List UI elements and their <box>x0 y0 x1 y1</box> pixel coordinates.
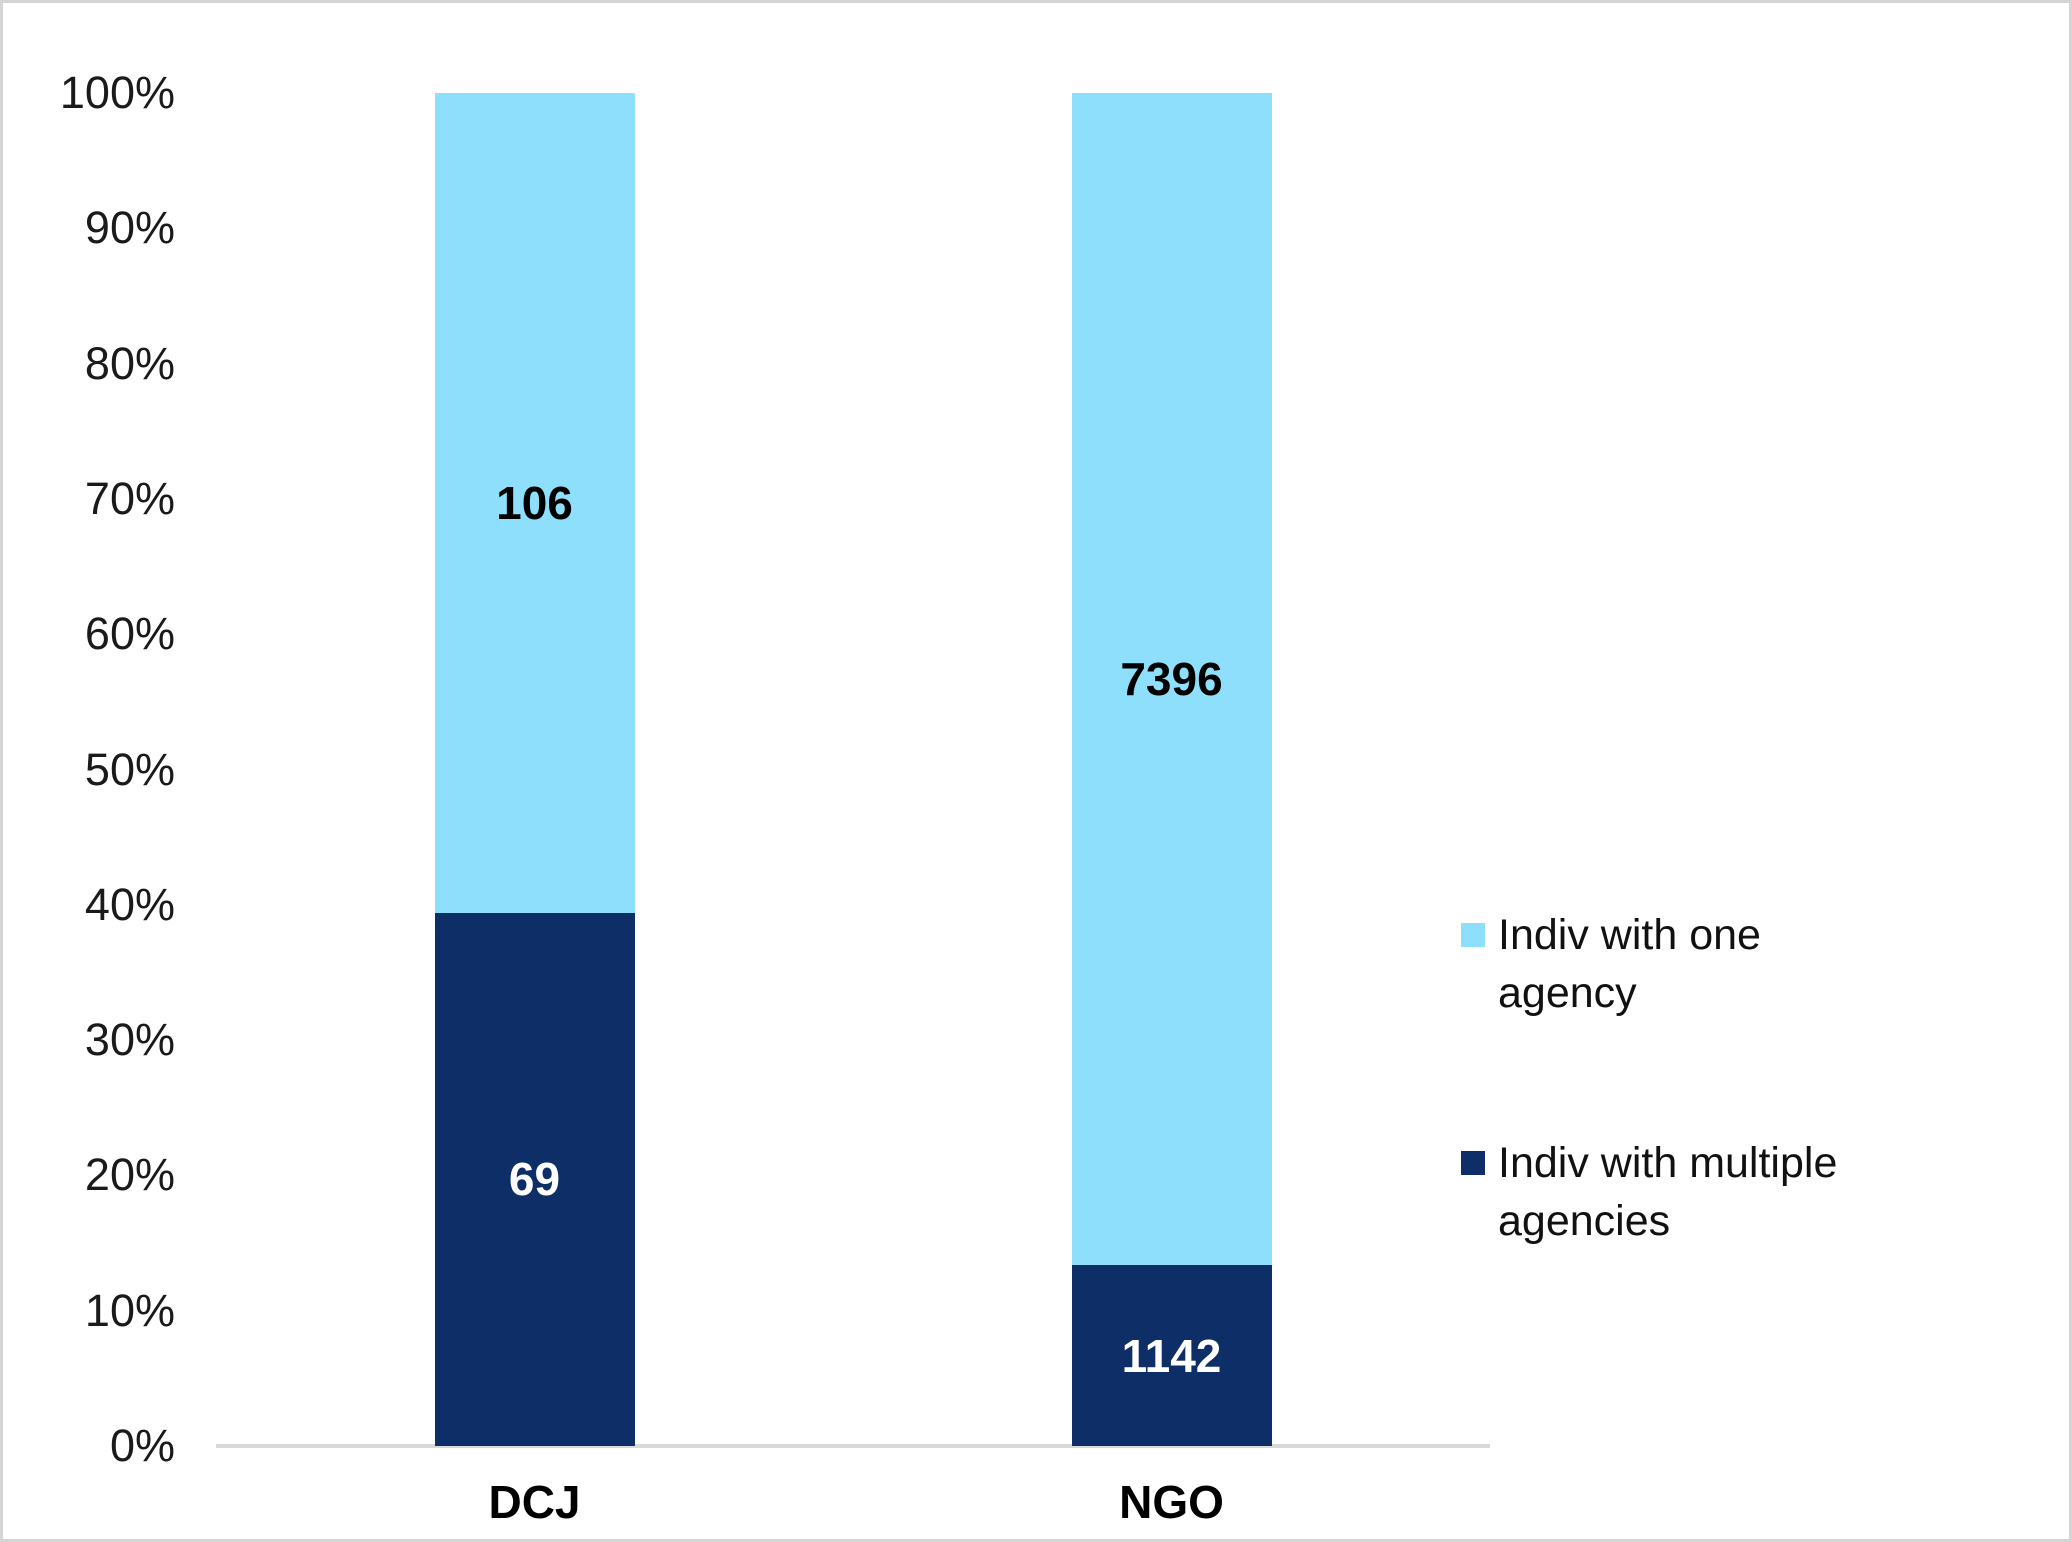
legend-swatch-icon <box>1461 923 1485 947</box>
y-axis-tick-80: 80% <box>84 337 175 389</box>
y-axis-tick-20: 20% <box>84 1149 175 1201</box>
bar-value-label: 1142 <box>1121 1329 1222 1382</box>
y-axis-tick-10: 10% <box>84 1284 175 1336</box>
legend: Indiv with one agency Indiv with multiple… <box>1461 906 1941 1250</box>
bar-segment: 7396 <box>1071 93 1272 1266</box>
x-axis-line <box>216 1444 1490 1448</box>
y-axis-tick-90: 90% <box>84 202 175 254</box>
y-axis-tick-100: 100% <box>59 67 175 118</box>
legend-label: Indiv with multiple agencies <box>1498 1139 1838 1245</box>
y-axis-tick-60: 60% <box>84 608 175 660</box>
y-axis-tick-50: 50% <box>84 743 175 795</box>
bar-value-label: 106 <box>496 476 573 529</box>
plot-area: 69 106 1142 7396 <box>216 93 1490 1448</box>
legend-label: Indiv with one agency <box>1498 911 1761 1017</box>
category-label-dcj: DCJ <box>488 1476 581 1528</box>
bar-segment: 106 <box>434 93 635 913</box>
y-axis-tick-70: 70% <box>84 472 175 524</box>
x-axis-labels: DCJ NGO <box>216 1471 1490 1533</box>
y-axis-tick-30: 30% <box>84 1014 175 1066</box>
bar-segment: 1142 <box>1071 1265 1272 1446</box>
legend-swatch-icon <box>1461 1151 1485 1175</box>
legend-item: Indiv with multiple agencies <box>1461 1134 1941 1250</box>
bar-segment: 69 <box>434 912 635 1446</box>
y-axis: 0% 10% 20% 30% 40% 50% 60% 70% 80% 90% 100% <box>3 67 175 1471</box>
y-axis-tick-40: 40% <box>84 878 175 930</box>
stacked-bar-chart: 0% 10% 20% 30% 40% 50% 60% 70% 80% 90% 100% 69 106 1… <box>3 3 2069 1539</box>
bar-ngo: 1142 7396 <box>1071 93 1272 1446</box>
category-label-ngo: NGO <box>1119 1476 1224 1528</box>
bar-value-label: 69 <box>508 1153 561 1206</box>
legend-item: Indiv with one agency <box>1461 906 1941 1022</box>
bar-dcj: 69 106 <box>434 93 635 1446</box>
y-axis-tick-0: 0% <box>109 1420 175 1471</box>
bar-value-label: 7396 <box>1120 653 1223 706</box>
